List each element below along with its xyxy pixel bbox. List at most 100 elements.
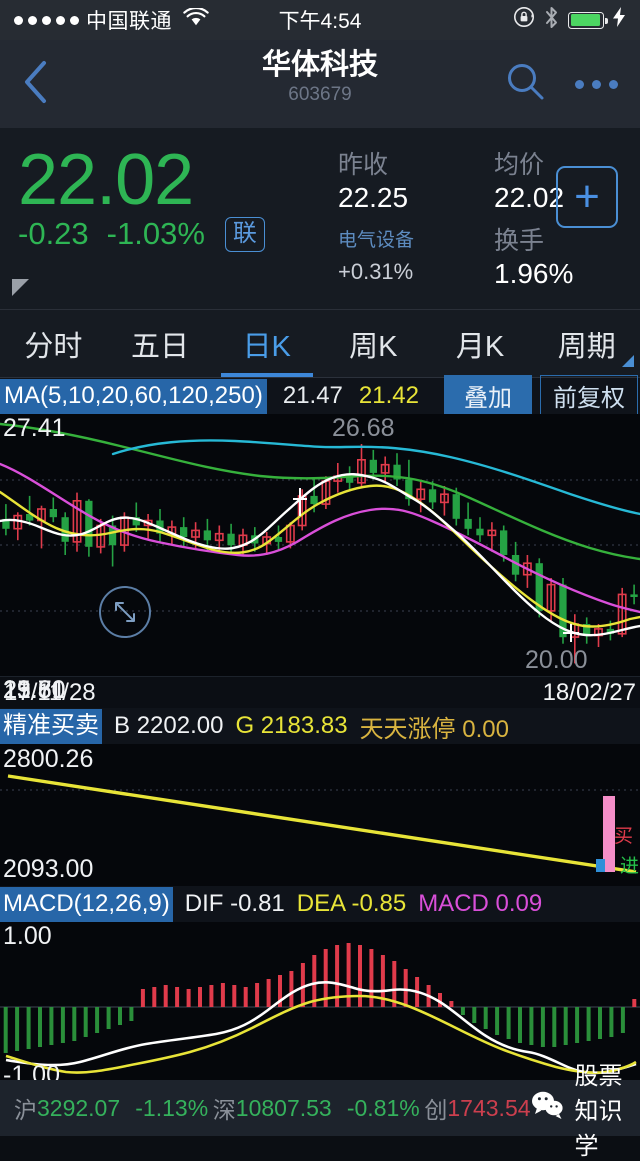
stat-value: 22.02 <box>494 181 565 213</box>
corner-triangle-icon <box>12 279 29 296</box>
quote-stats-grid: 昨收 22.25 均价 22.02 电气设备 +0.31% 换手 1.96% <box>330 128 640 309</box>
tab-fenshi[interactable]: 分时 <box>24 330 83 363</box>
signal-indicator-title[interactable]: 精准买卖 <box>0 708 102 744</box>
sh-index-value: 3292.07 <box>37 1094 121 1121</box>
battery-icon <box>568 11 608 29</box>
signal-indicator-bar: 精准买卖 B 2202.00 G 2183.83 天天涨停 0.00 <box>0 708 640 744</box>
sh-index-percent: -1.13% <box>135 1094 209 1121</box>
stat-avg-price: 均价 22.02 <box>494 144 640 221</box>
macd-histogram <box>3 943 637 1053</box>
expand-arrows-icon[interactable] <box>99 586 151 638</box>
ma20-line <box>0 462 640 614</box>
kchart-svg <box>0 422 640 664</box>
plus-icon: + <box>574 172 600 221</box>
candlestick-chart[interactable]: 27.41 25.51 23.61 21.70 19.80 26.68 20.0… <box>0 414 640 704</box>
quote-change-row: -0.23 -1.03% 联 <box>18 216 330 252</box>
stat-turnover: 换手 1.96% <box>494 221 640 298</box>
signal-extra-value: 天天涨停 0.00 <box>359 715 509 743</box>
chart-period-tabs: 分时 五日 日K 周K 月K 周期 <box>0 310 640 378</box>
quote-main: 22.02 -0.23 -1.03% 联 <box>0 128 330 309</box>
navigation-bar: 华体科技 603679 <box>0 40 640 128</box>
bluetooth-icon <box>544 6 559 35</box>
ma120-line <box>111 439 640 516</box>
stat-label: 均价 <box>494 150 545 179</box>
macd-dea: DEA -0.85 <box>296 890 407 917</box>
ma250-line <box>0 422 640 561</box>
current-price: 22.02 <box>18 140 194 220</box>
quote-panel: 22.02 -0.23 -1.03% 联 昨收 22.25 均价 22.02 电… <box>0 128 640 310</box>
date-start: 17/11/28 <box>4 678 96 706</box>
more-dots-icon[interactable] <box>575 79 618 89</box>
charging-bolt-icon <box>613 7 626 33</box>
overlay-button[interactable]: 叠加 <box>444 375 532 417</box>
tab-period-label: 周期 <box>557 330 616 363</box>
macd-chart[interactable]: 1.00 -1.00 <box>0 922 640 1092</box>
macd-dea-line <box>5 994 637 1074</box>
candle-series <box>2 444 638 664</box>
macd-top-value: 1.00 <box>3 922 52 950</box>
signal-g-value: G 2183.83 <box>235 712 348 739</box>
sh-index-label: 沪 <box>14 1097 37 1123</box>
signal-bar-pink <box>603 796 615 872</box>
add-to-watchlist-button[interactable]: + <box>556 166 618 228</box>
wechat-icon <box>531 1090 565 1127</box>
stat-label: 换手 <box>494 227 545 256</box>
market-badge[interactable]: 联 <box>224 216 265 252</box>
subpanel-svg: 买 进 <box>0 774 640 877</box>
wifi-icon <box>183 6 209 33</box>
wechat-watermark: 股票知识学 <box>531 1056 626 1161</box>
cy-index-label: 创 <box>424 1097 448 1123</box>
macd-hist: MACD 0.09 <box>418 890 543 917</box>
adjust-button[interactable]: 前复权 <box>540 375 638 417</box>
macd-dif: DIF -0.81 <box>184 890 285 917</box>
status-right <box>513 6 626 35</box>
macd-dif-line <box>5 981 637 1075</box>
nav-actions <box>505 61 618 108</box>
tab-daily-k[interactable]: 日K <box>213 310 320 377</box>
ma-indicator-bar: MA(5,10,20,60,120,250) 21.47 21.42 叠加 前复… <box>0 375 640 417</box>
signal-sub-panel[interactable]: 买 进 2800.26 2093.00 <box>0 744 640 886</box>
sz-index-percent: -0.81% <box>346 1094 420 1121</box>
subpanel-bottom-value: 2093.00 <box>3 855 94 883</box>
subpanel-top-value: 2800.26 <box>3 745 94 773</box>
stat-label: 电气设备 <box>338 230 415 252</box>
stat-label: 昨收 <box>338 150 389 179</box>
tab-period[interactable]: 周期 <box>533 310 640 377</box>
ma-title[interactable]: MA(5,10,20,60,120,250) <box>0 378 267 414</box>
stat-value: 1.96% <box>494 258 574 290</box>
stat-prev-close: 昨收 22.25 <box>338 144 484 221</box>
ma10-line <box>0 484 640 628</box>
macd-svg <box>0 943 640 1075</box>
stat-sector[interactable]: 电气设备 +0.31% <box>338 221 484 298</box>
ma5-line <box>0 473 640 637</box>
ma-value-yellow: 21.42 <box>358 382 419 409</box>
signal-b-value: B 2202.00 <box>114 712 224 739</box>
wechat-account-name: 股票知识学 <box>574 1062 623 1160</box>
macd-indicator-bar: MACD(12,26,9) DIF -0.81 DEA -0.85 MACD 0… <box>0 886 640 922</box>
grid-lines <box>0 479 640 612</box>
sz-index-label: 深 <box>212 1097 236 1123</box>
search-icon[interactable] <box>505 61 547 108</box>
signal-b-line <box>7 774 637 874</box>
status-bar: 中国联通 下午4:54 <box>0 0 640 40</box>
stat-value: +0.31% <box>338 259 414 285</box>
status-left: 中国联通 <box>14 5 209 35</box>
date-end: 18/02/27 <box>542 678 636 706</box>
tab-monthly-k[interactable]: 月K <box>455 330 505 363</box>
tab-weekly-k[interactable]: 周K <box>349 330 398 363</box>
date-range-row: 17/11/28 18/02/27 <box>0 676 640 708</box>
rotation-lock-icon <box>513 6 535 34</box>
signal-text-green: 进 <box>620 855 639 877</box>
ma-buttons: 叠加 前复权 <box>444 375 640 417</box>
carrier-label: 中国联通 <box>86 10 172 33</box>
macd-title[interactable]: MACD(12,26,9) <box>0 886 173 922</box>
price-change-percent: -1.03% <box>106 216 205 251</box>
tab-wuri[interactable]: 五日 <box>131 330 190 363</box>
crosshair-markers <box>293 488 579 642</box>
signal-text-red: 买 <box>614 825 633 847</box>
market-index-footer: 沪 3292.07 -1.13% 深 10807.53 -0.81% 创 174… <box>0 1063 640 1160</box>
corner-triangle-icon <box>622 355 635 367</box>
ma-value-white: 21.47 <box>282 382 343 409</box>
back-chevron-icon[interactable] <box>22 60 48 109</box>
sz-index-value: 10807.53 <box>235 1094 332 1121</box>
